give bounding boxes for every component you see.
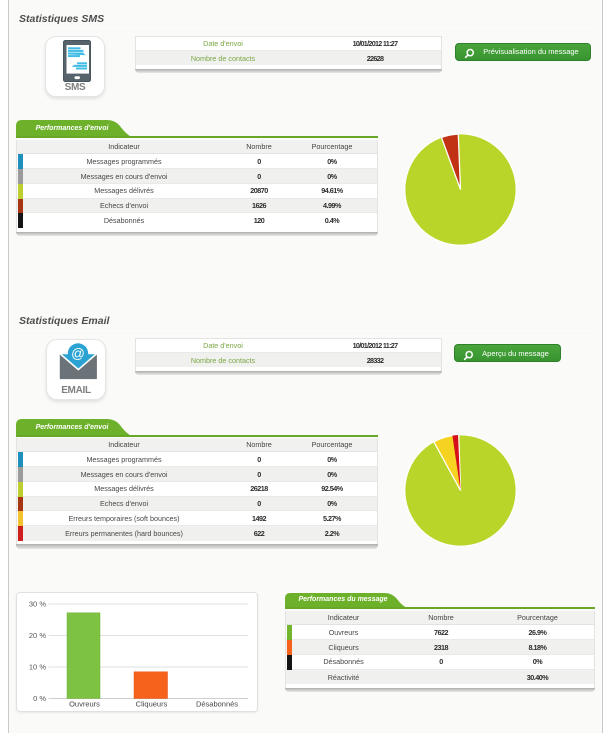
- svg-text:0 %: 0 %: [33, 694, 46, 703]
- svg-text:@: @: [71, 346, 85, 361]
- svg-text:Désabonnés: Désabonnés: [196, 700, 238, 709]
- svg-text:30 %: 30 %: [29, 600, 46, 609]
- svg-text:20 %: 20 %: [29, 631, 46, 640]
- svg-text:10 %: 10 %: [29, 663, 46, 672]
- svg-text:Cliqueurs: Cliqueurs: [136, 700, 168, 709]
- svg-text:Ouvreurs: Ouvreurs: [69, 700, 100, 709]
